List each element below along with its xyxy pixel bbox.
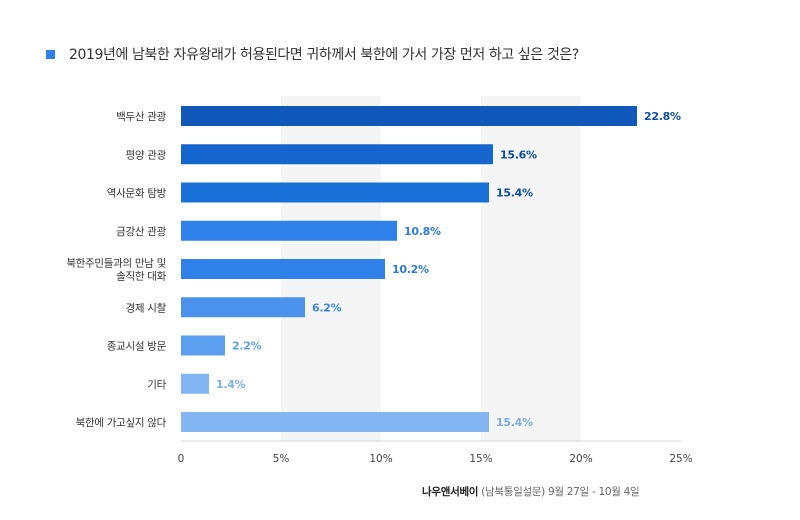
category-label: 기타 <box>147 379 166 391</box>
grid-band <box>481 96 581 441</box>
x-tick-label: 15% <box>469 453 492 465</box>
category-label: 역사문화 탐방 <box>107 188 167 200</box>
bar <box>181 106 637 126</box>
footer-brand: 나우앤서베이 <box>422 486 479 498</box>
bar-value-label: 6.2% <box>312 301 342 314</box>
category-label: 경제 시찰 <box>126 301 167 314</box>
x-tick-label: 25% <box>669 453 692 465</box>
x-tick-label: 10% <box>369 453 392 465</box>
bar <box>181 297 305 318</box>
bar-value-label: 2.2% <box>232 340 262 353</box>
chart-footer: 나우앤서베이 (남북통일설문) 9월 27일 - 10월 4일 <box>422 484 640 499</box>
bar <box>181 373 209 394</box>
category-label: 북한주민들과의 만남 및 솔직한 대화 <box>66 258 166 283</box>
footer-source: (남북통일설문) 9월 27일 - 10월 4일 <box>481 486 640 498</box>
bar <box>181 220 397 241</box>
category-label-line: 종교시설 방문 <box>107 341 167 353</box>
x-tick-label: 5% <box>273 453 290 465</box>
bar <box>181 182 489 203</box>
category-label: 종교시설 방문 <box>107 341 167 353</box>
bar <box>181 412 489 432</box>
bar <box>181 144 493 165</box>
category-label-line: 기타 <box>147 379 166 391</box>
bar <box>181 335 225 356</box>
bar-value-label: 1.4% <box>216 378 246 391</box>
category-label: 평양 관광 <box>126 149 167 161</box>
title-bullet-icon <box>46 49 55 59</box>
category-label-line: 역사문화 탐방 <box>107 188 167 200</box>
x-tick-label: 20% <box>569 453 592 465</box>
chart-header: 2019년에 남북한 자유왕래가 허용된다면 귀하께서 북한에 가서 가장 먼저… <box>46 44 579 64</box>
bar-value-label: 15.4% <box>496 187 533 200</box>
bar-value-label: 15.4% <box>496 416 533 429</box>
category-label: 북한에 가고싶지 않다 <box>76 417 167 429</box>
category-label: 금강산 관광 <box>116 226 166 238</box>
category-label-line: 솔직한 대화 <box>116 271 166 283</box>
x-tick-label: 0 <box>178 453 185 465</box>
bar-value-label: 15.6% <box>500 148 537 161</box>
category-label-line: 백두산 관광 <box>116 111 166 123</box>
category-label-line: 평양 관광 <box>126 149 167 161</box>
category-label-line: 북한에 가고싶지 않다 <box>76 417 167 429</box>
category-label-line: 금강산 관광 <box>116 226 166 238</box>
bar <box>181 259 385 279</box>
category-label: 백두산 관광 <box>116 111 166 123</box>
chart-title: 2019년에 남북한 자유왕래가 허용된다면 귀하께서 북한에 가서 가장 먼저… <box>69 47 579 63</box>
category-label-line: 북한주민들과의 만남 및 <box>66 258 166 270</box>
category-label-line: 경제 시찰 <box>126 301 167 314</box>
bar-value-label: 10.8% <box>404 225 441 238</box>
bar-value-label: 22.8% <box>644 110 681 123</box>
bar-value-label: 10.2% <box>392 263 429 276</box>
